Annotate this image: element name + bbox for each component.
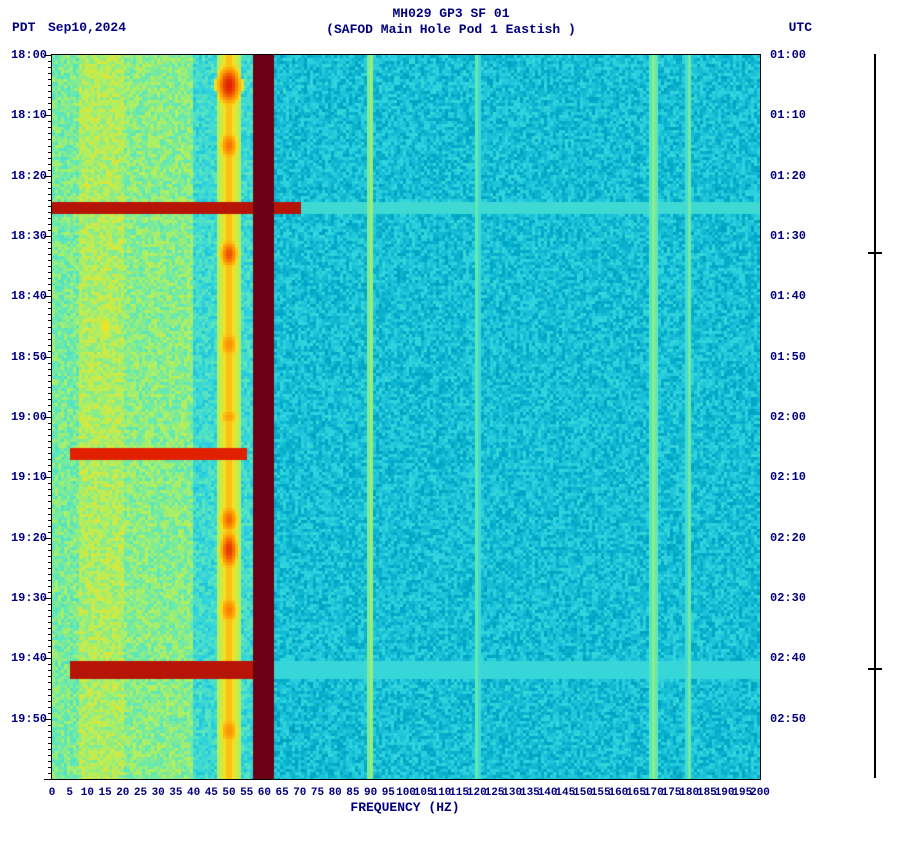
y-right-label: 02:30 [770, 592, 810, 604]
y-axis-right: 01:0001:1001:2001:3001:4001:5002:0002:10… [770, 55, 810, 779]
x-label: 95 [382, 787, 395, 799]
y-left-label: 19:00 [7, 411, 47, 423]
chart-container: PDT Sep10,2024 MH029 GP3 SF 01 (SAFOD Ma… [0, 0, 902, 864]
y-right-label: 01:40 [770, 290, 810, 302]
x-label: 35 [169, 787, 182, 799]
y-right-label: 02:00 [770, 411, 810, 423]
x-label: 30 [152, 787, 165, 799]
y-left-label: 18:40 [7, 290, 47, 302]
y-left-label: 19:30 [7, 592, 47, 604]
x-label: 40 [187, 787, 200, 799]
y-right-label: 02:10 [770, 471, 810, 483]
timezone-left-label: PDT [12, 20, 35, 35]
y-left-label: 18:20 [7, 170, 47, 182]
x-label: 90 [364, 787, 377, 799]
x-label: 85 [346, 787, 359, 799]
x-label: 80 [329, 787, 342, 799]
y-right-label: 02:20 [770, 532, 810, 544]
y-right-label: 02:50 [770, 713, 810, 725]
x-label: 10 [81, 787, 94, 799]
y-left-label: 19:50 [7, 713, 47, 725]
y-right-label: 01:20 [770, 170, 810, 182]
spectrogram-canvas [52, 55, 760, 779]
y-right-label: 01:00 [770, 49, 810, 61]
x-label: 55 [240, 787, 253, 799]
y-left-label: 19:20 [7, 532, 47, 544]
x-label: 60 [258, 787, 271, 799]
x-label: 5 [66, 787, 73, 799]
y-left-label: 18:10 [7, 109, 47, 121]
x-label: 75 [311, 787, 324, 799]
y-left-label: 18:00 [7, 49, 47, 61]
x-label: 20 [116, 787, 129, 799]
x-label: 0 [49, 787, 56, 799]
x-label: 65 [275, 787, 288, 799]
y-left-label: 19:40 [7, 652, 47, 664]
x-label: 45 [205, 787, 218, 799]
x-axis-title: FREQUENCY (HZ) [350, 800, 459, 815]
y-left-label: 19:10 [7, 471, 47, 483]
side-scale-mark [868, 668, 882, 670]
x-label: 70 [293, 787, 306, 799]
side-scale-line [874, 54, 876, 778]
side-scale-mark [868, 252, 882, 254]
plot-area: 18:0018:1018:2018:3018:4018:5019:0019:10… [51, 54, 761, 780]
y-left-label: 18:50 [7, 351, 47, 363]
y-right-label: 01:30 [770, 230, 810, 242]
chart-title-line1: MH029 GP3 SF 01 [392, 6, 509, 21]
date-label: Sep10,2024 [48, 20, 126, 35]
x-label: 25 [134, 787, 147, 799]
chart-title-line2: (SAFOD Main Hole Pod 1 Eastish ) [326, 22, 576, 37]
x-label: 200 [750, 787, 770, 799]
y-right-label: 01:10 [770, 109, 810, 121]
y-right-label: 01:50 [770, 351, 810, 363]
x-label: 50 [222, 787, 235, 799]
y-left-label: 18:30 [7, 230, 47, 242]
y-axis-left: 18:0018:1018:2018:3018:4018:5019:0019:10… [7, 55, 47, 779]
y-right-label: 02:40 [770, 652, 810, 664]
timezone-right-label: UTC [789, 20, 812, 35]
x-label: 15 [98, 787, 111, 799]
